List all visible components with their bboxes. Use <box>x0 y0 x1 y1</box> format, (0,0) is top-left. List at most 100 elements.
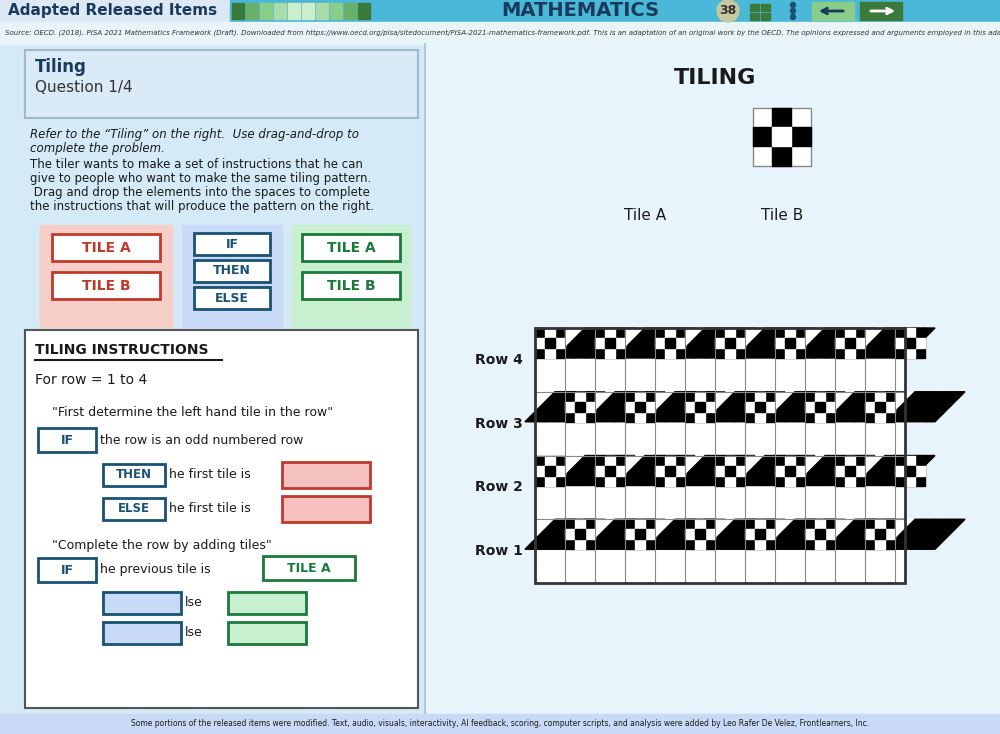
Polygon shape <box>705 328 745 358</box>
Text: Adapted Released Items: Adapted Released Items <box>8 4 217 18</box>
Bar <box>565 519 595 549</box>
Polygon shape <box>745 392 785 422</box>
Text: 38: 38 <box>719 4 737 18</box>
Bar <box>260 3 272 19</box>
Bar <box>805 392 835 422</box>
Polygon shape <box>535 392 575 422</box>
Polygon shape <box>865 519 905 549</box>
Polygon shape <box>625 392 665 422</box>
Polygon shape <box>575 328 615 358</box>
Polygon shape <box>675 456 715 485</box>
Bar <box>835 392 865 422</box>
Bar <box>905 456 915 485</box>
Bar <box>775 519 805 549</box>
Polygon shape <box>665 519 705 549</box>
Bar <box>0 22 1000 44</box>
Polygon shape <box>795 328 835 358</box>
Bar <box>725 328 735 358</box>
Text: Row 2: Row 2 <box>475 480 523 495</box>
Bar <box>605 328 615 358</box>
Text: the row is an odd numbered row: the row is an odd numbered row <box>100 434 303 446</box>
Polygon shape <box>795 519 835 549</box>
Polygon shape <box>765 456 805 485</box>
Bar <box>715 519 745 549</box>
Polygon shape <box>885 392 925 422</box>
Bar <box>595 338 625 348</box>
Polygon shape <box>665 392 705 422</box>
Polygon shape <box>575 456 615 485</box>
Polygon shape <box>705 456 745 485</box>
Text: For row = 1 to 4: For row = 1 to 4 <box>35 373 147 387</box>
Text: IF: IF <box>226 238 239 250</box>
Bar <box>665 328 675 358</box>
Bar <box>875 529 885 539</box>
Polygon shape <box>745 519 785 549</box>
Bar <box>330 3 342 19</box>
Bar <box>715 338 745 348</box>
Bar <box>292 225 410 327</box>
Bar <box>815 392 825 422</box>
Polygon shape <box>685 392 725 422</box>
Polygon shape <box>705 392 745 422</box>
Bar <box>845 338 855 348</box>
Bar <box>665 456 675 485</box>
Polygon shape <box>645 392 685 422</box>
Bar <box>625 529 655 539</box>
Bar <box>0 714 1000 734</box>
Bar <box>103 498 165 520</box>
Polygon shape <box>755 328 795 358</box>
Bar <box>805 519 835 549</box>
Polygon shape <box>725 392 765 422</box>
Bar <box>785 456 795 485</box>
Bar <box>655 392 685 422</box>
Polygon shape <box>695 456 735 485</box>
Text: TILE B: TILE B <box>82 278 130 293</box>
Text: TILING INSTRUCTIONS: TILING INSTRUCTIONS <box>35 343 208 357</box>
Bar <box>52 272 160 299</box>
Bar <box>316 3 328 19</box>
Polygon shape <box>585 328 625 358</box>
Bar <box>895 338 925 348</box>
Bar <box>745 519 775 549</box>
Bar <box>685 456 715 485</box>
Text: he first tile is: he first tile is <box>169 503 251 515</box>
Bar <box>565 529 595 539</box>
Bar <box>805 401 835 412</box>
Polygon shape <box>595 456 635 485</box>
Bar <box>875 401 885 412</box>
Polygon shape <box>625 519 665 549</box>
Bar <box>103 464 165 486</box>
Bar <box>595 465 625 476</box>
Bar <box>595 519 625 549</box>
Polygon shape <box>675 328 715 358</box>
Bar <box>695 392 705 422</box>
Bar <box>25 50 418 118</box>
Bar <box>0 44 425 724</box>
Polygon shape <box>865 456 905 485</box>
Bar <box>895 519 925 549</box>
Text: TILE A: TILE A <box>327 241 375 255</box>
Bar <box>635 529 645 539</box>
Text: give to people who want to make the same tiling pattern.: give to people who want to make the same… <box>30 172 371 185</box>
Text: Row 3: Row 3 <box>475 417 523 431</box>
Bar <box>575 529 585 539</box>
Polygon shape <box>525 519 565 549</box>
Polygon shape <box>705 519 745 549</box>
Polygon shape <box>885 456 925 485</box>
Bar <box>685 328 715 358</box>
Bar <box>655 519 685 549</box>
Bar <box>685 519 715 549</box>
Bar <box>545 465 555 476</box>
Polygon shape <box>695 328 735 358</box>
Polygon shape <box>615 328 655 358</box>
Polygon shape <box>725 519 765 549</box>
Bar <box>745 529 775 539</box>
Text: complete the problem.: complete the problem. <box>30 142 165 155</box>
Text: TILING: TILING <box>674 68 756 88</box>
Polygon shape <box>875 456 915 485</box>
Bar <box>895 465 925 476</box>
Polygon shape <box>925 519 965 549</box>
Bar <box>772 127 791 146</box>
Circle shape <box>790 9 796 13</box>
Bar <box>745 392 775 422</box>
